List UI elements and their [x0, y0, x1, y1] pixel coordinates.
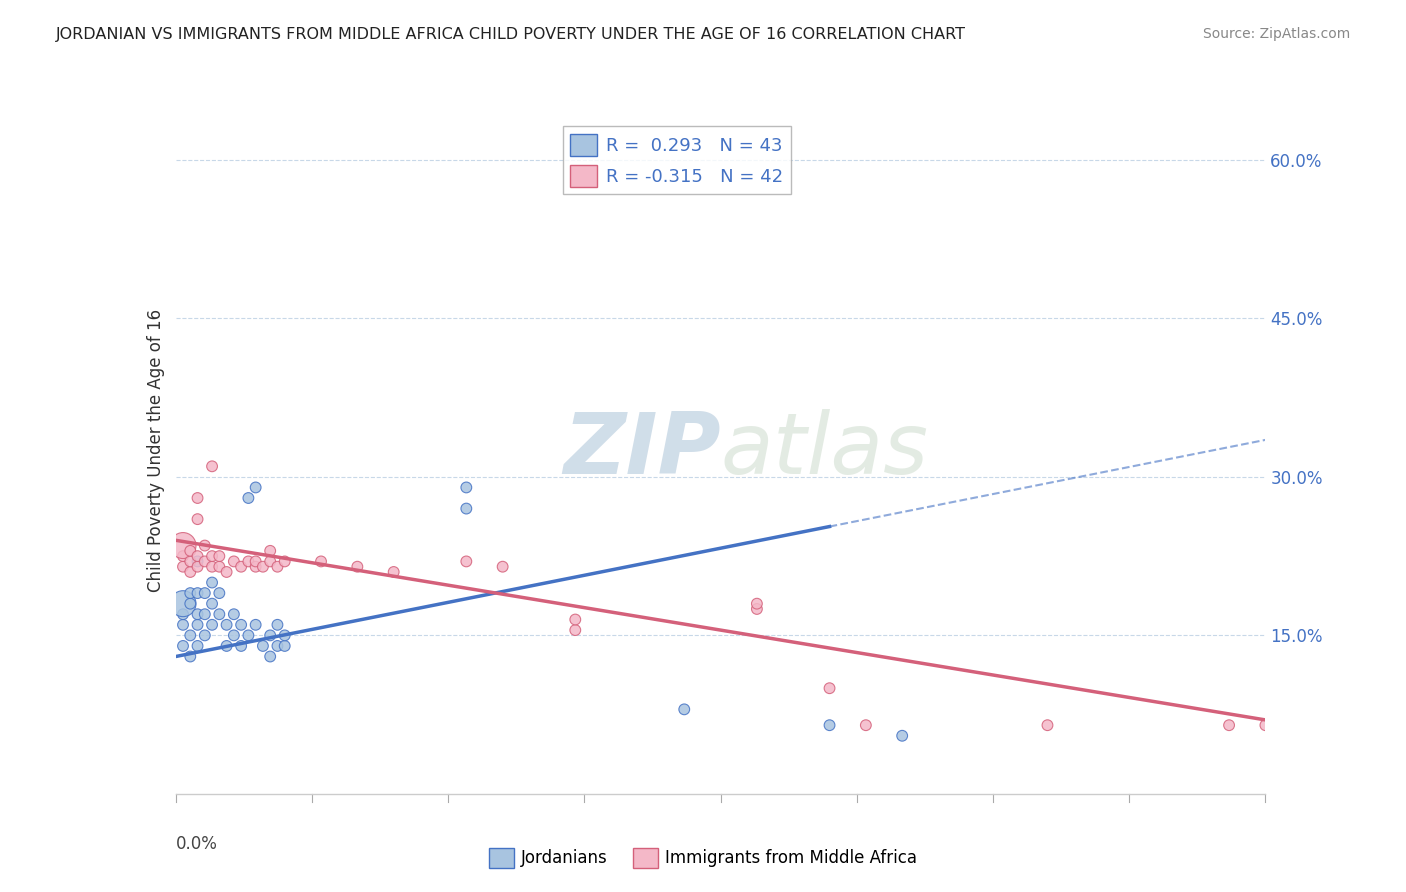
Point — [238, 628, 260, 642]
Text: JORDANIAN VS IMMIGRANTS FROM MIDDLE AFRICA CHILD POVERTY UNDER THE AGE OF 16 COR: JORDANIAN VS IMMIGRANTS FROM MIDDLE AFRI… — [56, 27, 966, 42]
Point — [245, 559, 267, 574]
Point — [186, 586, 209, 600]
Point — [274, 628, 297, 642]
Point — [456, 554, 478, 568]
Point — [179, 628, 201, 642]
Point — [179, 554, 201, 568]
Point — [259, 628, 281, 642]
Point — [456, 480, 478, 494]
Point — [186, 607, 209, 622]
Point — [172, 597, 194, 611]
Point — [382, 565, 405, 579]
Point — [266, 617, 288, 632]
Point — [186, 559, 209, 574]
Y-axis label: Child Poverty Under the Age of 16: Child Poverty Under the Age of 16 — [146, 309, 165, 592]
Text: Source: ZipAtlas.com: Source: ZipAtlas.com — [1202, 27, 1350, 41]
Point — [1254, 718, 1277, 732]
Point — [172, 559, 194, 574]
Point — [245, 617, 267, 632]
Point — [172, 639, 194, 653]
Point — [259, 544, 281, 558]
Point — [456, 501, 478, 516]
Point — [745, 602, 768, 616]
Text: 0.0%: 0.0% — [176, 835, 218, 853]
Point — [208, 549, 231, 563]
Point — [673, 702, 696, 716]
Point — [186, 617, 209, 632]
Point — [1036, 718, 1059, 732]
Point — [274, 639, 297, 653]
Point — [194, 628, 217, 642]
Point — [231, 617, 253, 632]
Point — [238, 554, 260, 568]
Point — [1218, 718, 1240, 732]
Point — [259, 554, 281, 568]
Point — [179, 544, 201, 558]
Point — [186, 512, 209, 526]
Point — [215, 639, 238, 653]
Legend: Jordanians, Immigrants from Middle Africa: Jordanians, Immigrants from Middle Afric… — [482, 841, 924, 875]
Point — [245, 480, 267, 494]
Point — [194, 607, 217, 622]
Point — [891, 729, 914, 743]
Point — [201, 559, 224, 574]
Point — [172, 549, 194, 563]
Point — [208, 607, 231, 622]
Point — [492, 559, 515, 574]
Point — [231, 559, 253, 574]
Point — [208, 559, 231, 574]
Point — [818, 718, 841, 732]
Point — [245, 554, 267, 568]
Point — [179, 586, 201, 600]
Point — [231, 639, 253, 653]
Point — [186, 554, 209, 568]
Legend: R =  0.293   N = 43, R = -0.315   N = 42: R = 0.293 N = 43, R = -0.315 N = 42 — [564, 127, 790, 194]
Point — [208, 586, 231, 600]
Point — [855, 718, 877, 732]
Point — [259, 649, 281, 664]
Point — [818, 681, 841, 696]
Point — [172, 607, 194, 622]
Point — [194, 554, 217, 568]
Point — [222, 554, 245, 568]
Point — [215, 617, 238, 632]
Point — [201, 575, 224, 590]
Point — [201, 549, 224, 563]
Point — [564, 623, 586, 637]
Point — [201, 597, 224, 611]
Point — [222, 628, 245, 642]
Point — [186, 491, 209, 505]
Point — [266, 639, 288, 653]
Point — [172, 617, 194, 632]
Point — [745, 597, 768, 611]
Point — [346, 559, 368, 574]
Point — [252, 559, 274, 574]
Point — [179, 565, 201, 579]
Text: ZIP: ZIP — [562, 409, 721, 492]
Point — [179, 597, 201, 611]
Point — [266, 559, 288, 574]
Point — [172, 539, 194, 553]
Point — [194, 539, 217, 553]
Point — [274, 554, 297, 568]
Point — [186, 639, 209, 653]
Point — [186, 549, 209, 563]
Point — [215, 565, 238, 579]
Point — [179, 649, 201, 664]
Point — [201, 459, 224, 474]
Point — [201, 617, 224, 632]
Point — [222, 607, 245, 622]
Text: atlas: atlas — [721, 409, 928, 492]
Point — [309, 554, 332, 568]
Point — [238, 491, 260, 505]
Point — [252, 639, 274, 653]
Point — [194, 586, 217, 600]
Point — [564, 613, 586, 627]
